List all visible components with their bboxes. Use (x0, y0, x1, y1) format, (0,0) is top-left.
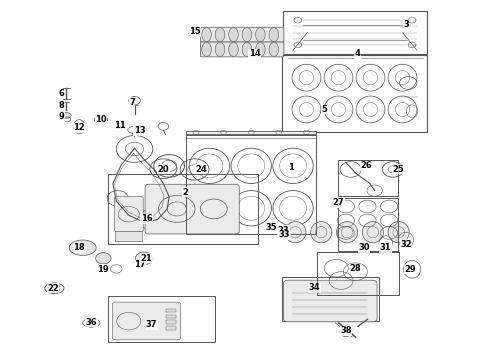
Ellipse shape (215, 28, 225, 42)
Text: 1: 1 (288, 163, 294, 172)
Bar (115, 231, 142, 241)
Ellipse shape (256, 42, 265, 57)
Text: 18: 18 (74, 243, 85, 252)
Text: 35: 35 (266, 223, 277, 232)
Text: 28: 28 (350, 264, 361, 273)
Text: 8: 8 (59, 102, 65, 111)
Bar (282, 55, 426, 132)
Text: 19: 19 (98, 265, 109, 274)
Ellipse shape (269, 28, 279, 42)
Ellipse shape (69, 240, 96, 256)
Text: 7: 7 (129, 98, 135, 107)
Bar (166, 327, 176, 330)
Text: 29: 29 (405, 265, 416, 274)
FancyBboxPatch shape (145, 184, 239, 234)
Bar (166, 320, 176, 324)
Ellipse shape (285, 222, 306, 243)
Bar (338, 159, 398, 196)
Text: 21: 21 (141, 254, 152, 263)
Text: 17: 17 (134, 260, 145, 269)
Text: 2: 2 (182, 188, 188, 197)
Ellipse shape (62, 113, 71, 118)
FancyBboxPatch shape (283, 280, 377, 322)
Text: 33: 33 (279, 230, 290, 239)
Text: 5: 5 (321, 105, 327, 114)
Ellipse shape (242, 28, 252, 42)
FancyBboxPatch shape (200, 27, 284, 42)
Text: 3: 3 (403, 20, 409, 29)
Circle shape (136, 252, 153, 265)
Circle shape (96, 253, 111, 264)
FancyBboxPatch shape (114, 197, 143, 232)
Text: 4: 4 (355, 49, 361, 58)
Text: 38: 38 (340, 327, 352, 336)
Ellipse shape (269, 42, 279, 57)
Text: 30: 30 (358, 243, 370, 252)
Text: 24: 24 (195, 165, 207, 174)
Text: 22: 22 (47, 284, 59, 293)
Bar (338, 198, 398, 251)
Text: 32: 32 (400, 240, 412, 249)
Ellipse shape (202, 28, 211, 42)
Bar (116, 123, 124, 128)
Text: 31: 31 (380, 243, 392, 252)
Bar (317, 252, 399, 294)
Ellipse shape (229, 42, 238, 57)
Text: 9: 9 (59, 112, 65, 121)
Text: 13: 13 (134, 126, 145, 135)
Text: 14: 14 (249, 49, 261, 58)
Ellipse shape (229, 28, 238, 42)
Text: 25: 25 (393, 165, 405, 174)
Ellipse shape (362, 222, 383, 243)
Ellipse shape (337, 222, 358, 243)
Text: 23: 23 (278, 226, 289, 235)
Text: 34: 34 (309, 283, 320, 292)
Bar (108, 296, 215, 342)
Text: 16: 16 (141, 214, 152, 223)
Text: 12: 12 (74, 123, 85, 132)
Text: 37: 37 (146, 320, 157, 329)
Text: 11: 11 (114, 121, 126, 130)
Text: 36: 36 (86, 318, 97, 327)
Bar (166, 309, 176, 312)
Text: 6: 6 (59, 89, 65, 98)
Text: 10: 10 (95, 115, 107, 124)
Ellipse shape (242, 42, 252, 57)
Bar (282, 277, 379, 321)
Ellipse shape (311, 222, 332, 243)
Text: 20: 20 (158, 165, 169, 174)
Text: 26: 26 (361, 161, 372, 170)
Bar (283, 12, 426, 54)
Ellipse shape (388, 222, 409, 243)
Ellipse shape (202, 42, 211, 57)
Ellipse shape (215, 42, 225, 57)
FancyBboxPatch shape (200, 42, 284, 57)
Bar (166, 315, 176, 318)
Text: 15: 15 (189, 27, 200, 36)
FancyBboxPatch shape (113, 302, 181, 340)
FancyBboxPatch shape (186, 131, 316, 134)
Text: 27: 27 (333, 198, 344, 207)
Ellipse shape (256, 28, 265, 42)
Bar (108, 174, 258, 243)
